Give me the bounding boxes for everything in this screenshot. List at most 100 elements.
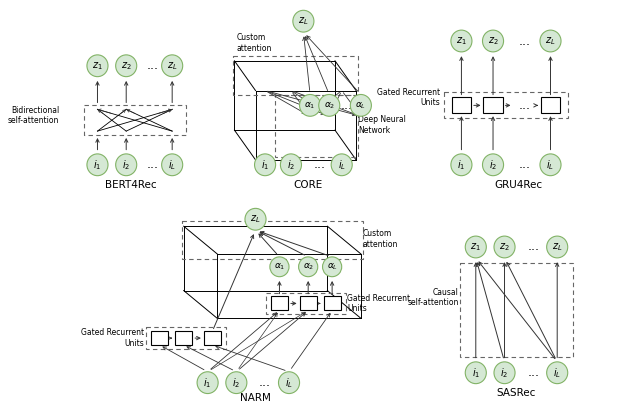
Circle shape xyxy=(494,362,515,384)
Circle shape xyxy=(451,154,472,176)
Text: $i_1$: $i_1$ xyxy=(204,376,212,390)
Text: $i_2$: $i_2$ xyxy=(232,376,241,390)
Text: Custom
attention: Custom attention xyxy=(236,34,272,53)
Circle shape xyxy=(300,94,321,116)
Bar xyxy=(147,327,226,349)
Text: ...: ... xyxy=(147,59,159,72)
Text: $z_L$: $z_L$ xyxy=(167,60,177,72)
Bar xyxy=(444,92,568,118)
Text: ...: ... xyxy=(527,241,540,254)
Text: $i_1$: $i_1$ xyxy=(457,158,465,172)
Bar xyxy=(452,98,471,113)
Text: ...: ... xyxy=(518,34,531,47)
Bar xyxy=(204,331,221,345)
Bar xyxy=(541,98,560,113)
Text: $\alpha_2$: $\alpha_2$ xyxy=(324,100,335,111)
Text: ...: ... xyxy=(527,366,540,379)
Circle shape xyxy=(451,30,472,52)
Text: $z_2$: $z_2$ xyxy=(499,241,510,253)
Circle shape xyxy=(280,154,301,176)
Bar xyxy=(266,292,346,314)
Text: $z_2$: $z_2$ xyxy=(488,35,499,47)
Text: $z_L$: $z_L$ xyxy=(545,35,556,47)
Bar xyxy=(483,98,502,113)
Bar xyxy=(151,331,168,345)
Text: CORE: CORE xyxy=(294,179,323,190)
Circle shape xyxy=(87,154,108,176)
Bar xyxy=(323,296,340,310)
Text: $i_2$: $i_2$ xyxy=(489,158,497,172)
Text: $i_1$: $i_1$ xyxy=(261,158,269,172)
Bar xyxy=(182,221,363,259)
Text: ...: ... xyxy=(314,158,326,171)
Circle shape xyxy=(483,30,504,52)
Text: ...: ... xyxy=(518,99,531,112)
Circle shape xyxy=(299,257,317,277)
Text: $z_L$: $z_L$ xyxy=(552,241,563,253)
Text: $z_1$: $z_1$ xyxy=(456,35,467,47)
Bar xyxy=(300,296,317,310)
Circle shape xyxy=(278,372,300,394)
Text: $\alpha_L$: $\alpha_L$ xyxy=(326,262,338,272)
Circle shape xyxy=(540,30,561,52)
Text: SASRec: SASRec xyxy=(497,388,536,398)
Text: Bidirectional
self-attention: Bidirectional self-attention xyxy=(8,106,59,125)
Circle shape xyxy=(540,154,561,176)
Text: $i_1$: $i_1$ xyxy=(93,158,102,172)
Bar xyxy=(271,296,288,310)
Text: Gated Recurrent
Units: Gated Recurrent Units xyxy=(377,88,440,107)
Circle shape xyxy=(162,154,182,176)
Text: $z_2$: $z_2$ xyxy=(121,60,132,72)
Text: $i_1$: $i_1$ xyxy=(472,366,480,379)
Bar xyxy=(84,105,186,135)
Text: $\alpha_1$: $\alpha_1$ xyxy=(305,100,316,111)
Text: $z_1$: $z_1$ xyxy=(470,241,481,253)
Text: ...: ... xyxy=(518,158,531,171)
Bar xyxy=(275,96,358,157)
Text: Custom
attention: Custom attention xyxy=(363,229,398,249)
Circle shape xyxy=(87,55,108,77)
Circle shape xyxy=(465,236,486,258)
Text: $z_L$: $z_L$ xyxy=(298,15,308,27)
Text: $\alpha_2$: $\alpha_2$ xyxy=(303,262,314,272)
Text: $i_L$: $i_L$ xyxy=(168,158,176,172)
Circle shape xyxy=(547,362,568,384)
Text: $h'_L$: $h'_L$ xyxy=(208,333,220,345)
Text: GRU4Rec: GRU4Rec xyxy=(495,179,543,190)
Circle shape xyxy=(319,94,340,116)
Circle shape xyxy=(116,55,137,77)
Text: NARM: NARM xyxy=(240,392,271,403)
Circle shape xyxy=(465,362,486,384)
Circle shape xyxy=(270,257,289,277)
Circle shape xyxy=(197,372,218,394)
Circle shape xyxy=(255,154,276,176)
Text: ...: ... xyxy=(259,376,271,389)
Text: $i_L$: $i_L$ xyxy=(553,366,561,379)
Text: $i_2$: $i_2$ xyxy=(287,158,295,172)
Text: Gated Recurrent
Units: Gated Recurrent Units xyxy=(81,328,145,348)
Bar xyxy=(175,331,192,345)
Bar xyxy=(232,56,358,96)
Text: BERT4Rec: BERT4Rec xyxy=(105,179,157,190)
Text: $i_L$: $i_L$ xyxy=(547,158,554,172)
Text: $z_1$: $z_1$ xyxy=(92,60,103,72)
Text: Deep Neural
Network: Deep Neural Network xyxy=(358,115,406,135)
Circle shape xyxy=(331,154,352,176)
Circle shape xyxy=(483,154,504,176)
Circle shape xyxy=(323,257,342,277)
Circle shape xyxy=(162,55,182,77)
Circle shape xyxy=(547,236,568,258)
Text: $i_L$: $i_L$ xyxy=(338,158,346,172)
Text: $z_L$: $z_L$ xyxy=(250,213,260,225)
Text: Causal
self-attention: Causal self-attention xyxy=(407,288,458,307)
Circle shape xyxy=(116,154,137,176)
Text: $\alpha_1$: $\alpha_1$ xyxy=(274,262,285,272)
Text: $i_2$: $i_2$ xyxy=(500,366,509,379)
Circle shape xyxy=(293,10,314,32)
Circle shape xyxy=(494,236,515,258)
Text: ...: ... xyxy=(340,99,353,112)
Bar xyxy=(460,263,573,357)
Text: $i_L$: $i_L$ xyxy=(285,376,293,390)
Circle shape xyxy=(245,208,266,230)
Circle shape xyxy=(350,94,371,116)
